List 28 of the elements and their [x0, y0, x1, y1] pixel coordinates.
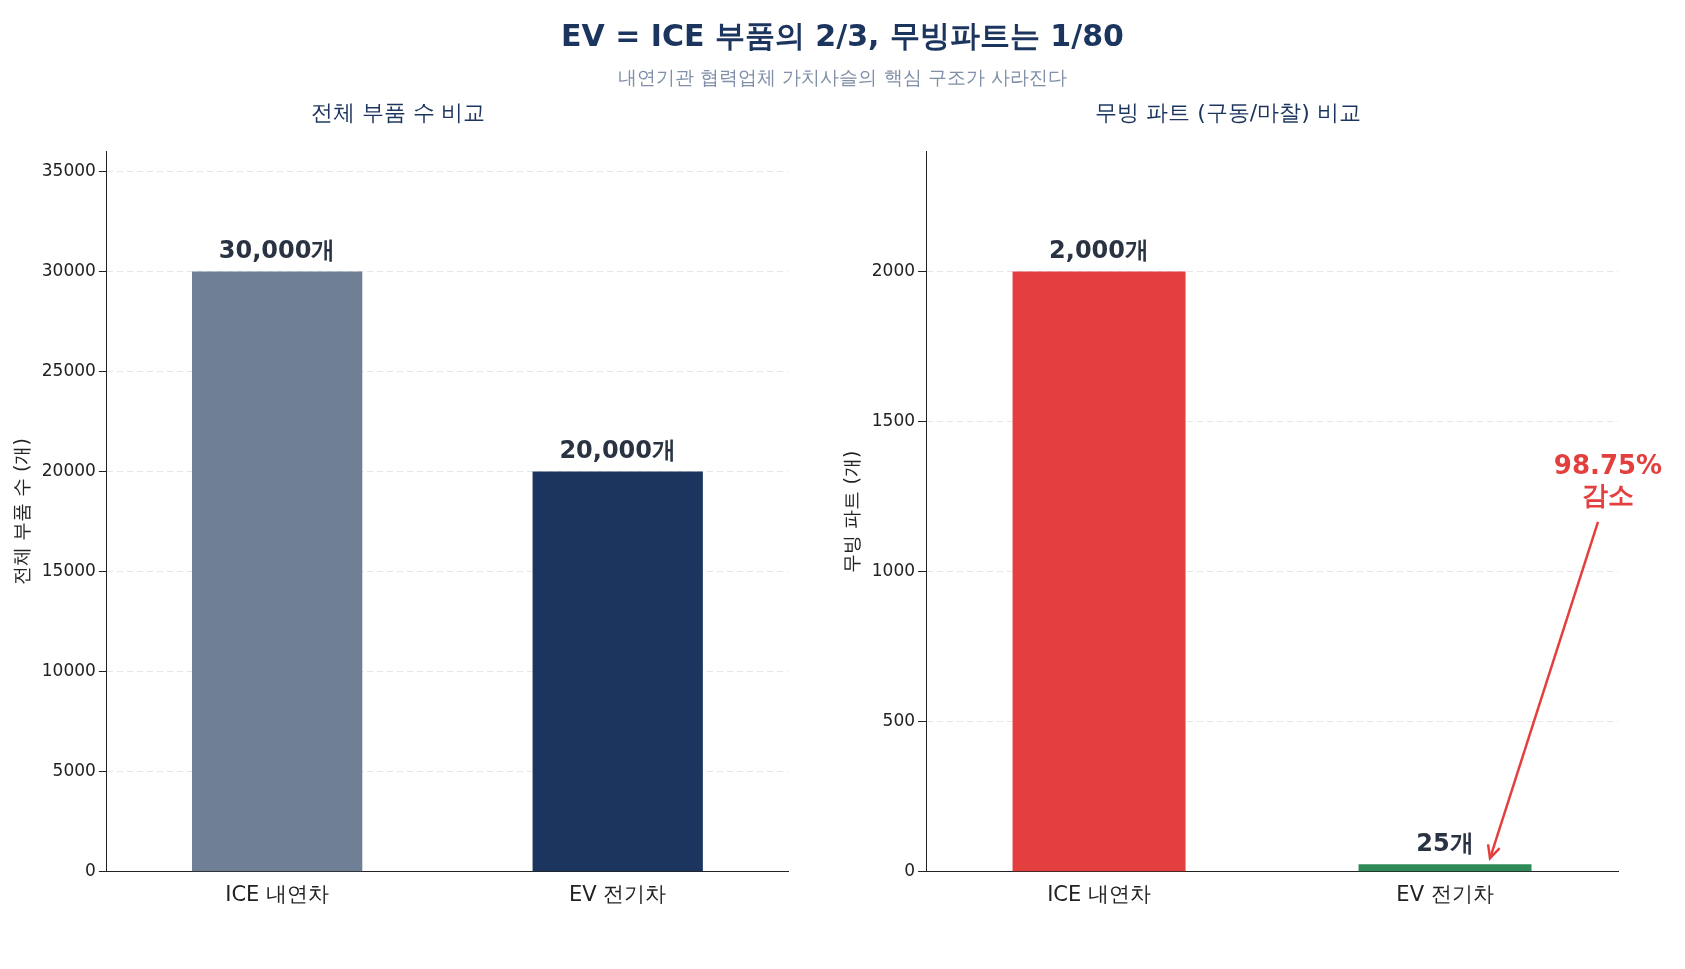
y-tick-label: 10000	[41, 660, 96, 681]
annotation: 98.75% 감소	[1553, 449, 1663, 510]
y-tick-label: 2000	[871, 259, 916, 280]
text: 내연기관 협력업체 가치사슬의 핵심 구조가 사라진다	[617, 65, 1068, 90]
y-tick-label: 500	[882, 710, 916, 731]
chart-title: 전체 부품 수 비교	[310, 99, 486, 125]
x-tick-label: EV 전기차	[1396, 881, 1494, 906]
chart-title: 무빙 파트 (구동/마찰) 비교	[1095, 99, 1361, 125]
y-tick-label: 35000	[41, 159, 96, 180]
x-tick-label: EV 전기차	[569, 881, 667, 906]
y-tick-label: 5000	[52, 760, 96, 781]
y-tick-label: 1000	[871, 560, 916, 581]
text: EV = ICE 부품의 2/3, 무빙파트는 1/80	[560, 17, 1125, 55]
y-tick-label: 30000	[41, 259, 96, 280]
y-axis-title: 전체 부품 수 (개)	[10, 438, 33, 586]
x-tick-label: ICE 내연차	[1047, 881, 1151, 906]
y-tick-label: 0	[85, 860, 96, 881]
y-tick-label: 0	[904, 860, 916, 881]
data-label: 30,000개	[218, 235, 336, 264]
y-tick-label: 15000	[41, 560, 96, 581]
y-axis-title: 무빙 파트 (개)	[840, 450, 863, 573]
data-label: 20,000개	[559, 435, 677, 464]
y-tick-label: 1500	[871, 409, 916, 430]
y-tick-label: 20000	[41, 460, 96, 480]
x-tick-label: ICE 내연차	[225, 881, 330, 906]
data-label: 2,000개	[1049, 235, 1150, 264]
y-tick-label: 25000	[41, 359, 96, 380]
data-label: 25개	[1416, 828, 1474, 857]
